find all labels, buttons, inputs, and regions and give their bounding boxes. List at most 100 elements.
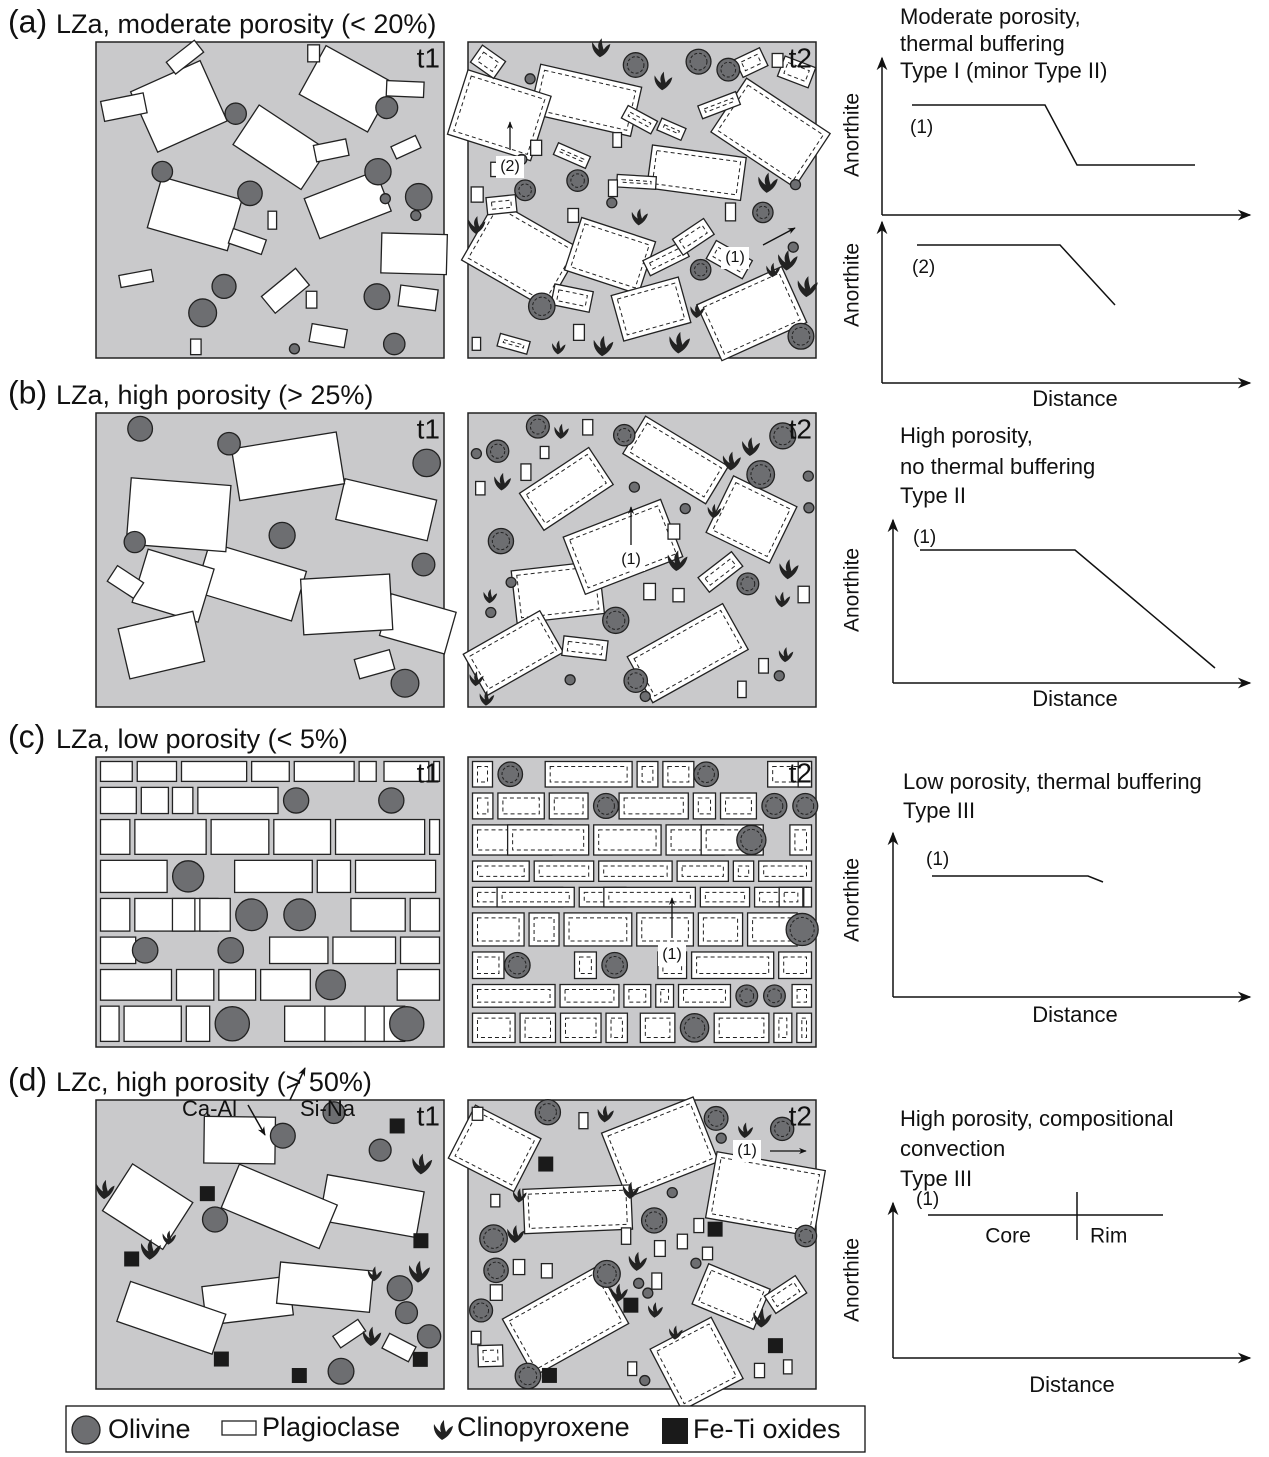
plagioclase — [101, 1162, 194, 1251]
olivine-zone — [491, 531, 511, 551]
plagioclase — [383, 760, 430, 783]
olivine — [131, 936, 159, 964]
time-label: t2 — [789, 1100, 812, 1131]
plagioclase-zone — [512, 829, 585, 851]
olivine — [716, 57, 741, 82]
olivine — [211, 273, 237, 300]
plagioclase — [561, 635, 609, 662]
plagioclase — [719, 792, 758, 820]
olivine-zone — [508, 955, 527, 975]
olivine — [235, 898, 269, 932]
plagioclase-crystal — [573, 951, 598, 980]
fe-ti-oxide — [413, 1233, 429, 1249]
olivine — [151, 160, 174, 183]
plagioclase — [429, 818, 441, 855]
plagioclase-crystal — [540, 1262, 553, 1279]
plagioclase-zone — [538, 865, 590, 877]
plagioclase — [470, 1330, 482, 1345]
plagioclase-crystal — [99, 859, 168, 894]
plagioclase — [471, 1106, 484, 1121]
olivine — [525, 414, 550, 439]
plagioclase — [672, 587, 685, 603]
olivine — [785, 912, 819, 947]
plagioclase-crystal — [724, 202, 737, 222]
clinopyroxene — [592, 38, 611, 58]
olivine — [410, 209, 422, 222]
plagioclase-zone — [770, 1281, 801, 1308]
graph-text: Anorthite — [841, 548, 864, 632]
plagioclase — [470, 186, 484, 203]
plagioclase — [334, 818, 426, 855]
plagioclase-crystal — [99, 760, 133, 783]
plagioclase — [471, 760, 494, 788]
plagioclase-crystal — [758, 860, 813, 882]
olivine-zone — [483, 1228, 504, 1249]
plagioclase-crystal — [496, 332, 531, 355]
plagioclase — [146, 175, 243, 252]
plagioclase-crystal — [470, 1330, 482, 1345]
plagioclase — [197, 786, 279, 815]
plagioclase — [99, 968, 173, 1001]
plagioclase — [653, 1239, 666, 1258]
plagioclase-crystal — [603, 886, 697, 908]
plagioclase-crystal — [771, 52, 784, 68]
plagioclase-crystal — [307, 44, 321, 63]
plagioclase-crystal — [118, 268, 155, 289]
plagioclase — [471, 983, 556, 1008]
plagioclase — [639, 1012, 676, 1044]
plagioclase — [701, 1246, 714, 1261]
plagioclase — [268, 936, 329, 965]
clinopyroxene — [140, 1238, 161, 1260]
plagioclase — [485, 193, 518, 216]
plagioclase-crystal — [578, 1112, 589, 1130]
crystal-label: (2) — [500, 158, 520, 175]
olivine — [404, 182, 433, 211]
olivine-zone — [740, 576, 756, 592]
plagioclase-crystal — [636, 760, 659, 788]
plagioclase-zone — [697, 1269, 765, 1324]
plagioclase-crystal — [550, 283, 595, 314]
plagioclase — [99, 897, 131, 932]
plagioclase-zone — [549, 766, 628, 783]
plagioclase-zone — [628, 989, 647, 1003]
plagioclase — [506, 824, 590, 856]
olivine-zone — [627, 672, 644, 689]
graph-text: (1) — [926, 849, 949, 870]
plagioclase-crystal — [171, 897, 196, 932]
plagioclase-crystal — [469, 44, 507, 80]
olivine-zone — [796, 797, 815, 815]
olivine — [389, 1006, 425, 1042]
plagioclase-crystal — [275, 1261, 375, 1314]
plagioclase — [275, 1261, 375, 1314]
plagioclase-crystal — [692, 792, 717, 820]
plagioclase — [519, 1012, 557, 1044]
plagioclase-crystal — [474, 480, 486, 496]
plagioclase — [364, 1005, 385, 1043]
flux-arrow — [289, 1067, 306, 1101]
plagioclase-zone — [678, 224, 708, 249]
plagioclase-zone — [524, 1017, 551, 1039]
plagioclase-crystal — [233, 859, 313, 894]
plagioclase-crystal — [758, 657, 769, 674]
olivine — [639, 1374, 651, 1387]
graph-text: Type III — [903, 798, 975, 823]
plagioclase — [705, 475, 798, 565]
plagioclase — [612, 131, 623, 148]
plagioclase-crystal — [803, 886, 813, 908]
plagioclase-crystal — [433, 760, 441, 783]
plagioclase — [539, 445, 550, 460]
crystal-label: (1) — [737, 1142, 757, 1159]
plagioclase-crystal — [512, 1258, 526, 1276]
olivine — [382, 332, 406, 356]
plagioclase-crystal — [267, 210, 278, 230]
clinopyroxene — [479, 690, 495, 706]
plagioclase-crystal — [533, 860, 595, 882]
plagioclase — [778, 951, 813, 980]
growth-arrow — [762, 227, 796, 246]
row-label: (b) — [8, 374, 47, 410]
plagioclase — [299, 573, 394, 636]
plagioclase-zone — [553, 797, 584, 815]
clinopyroxene — [622, 1181, 640, 1199]
olivine — [633, 1277, 645, 1289]
plagioclase — [307, 44, 321, 63]
